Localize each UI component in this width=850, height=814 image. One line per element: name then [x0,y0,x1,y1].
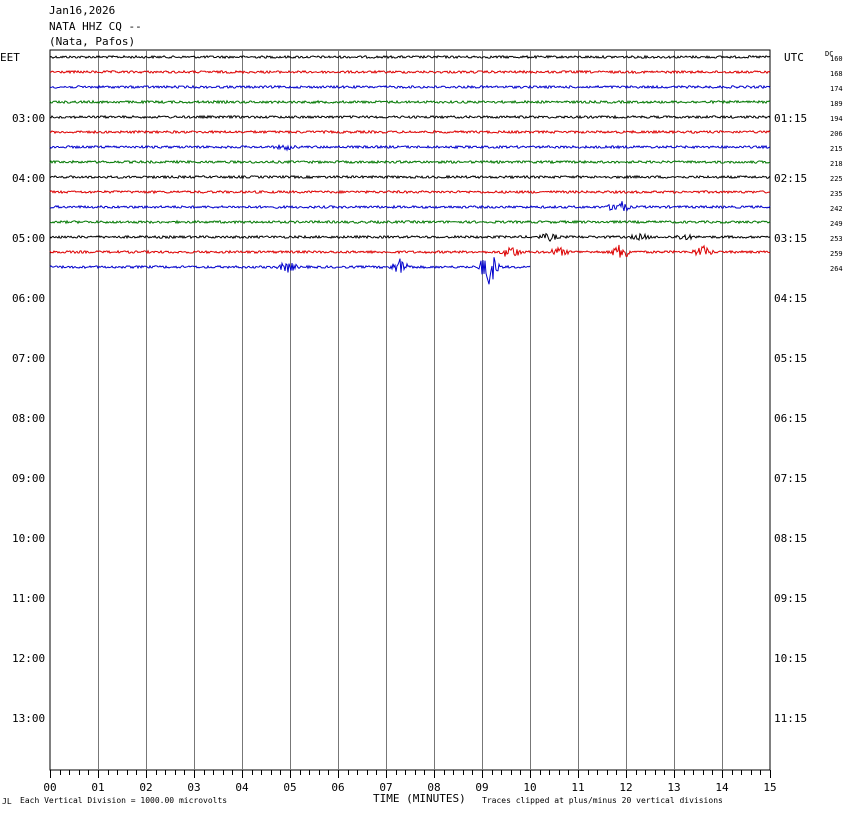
seismic-trace [49,244,771,258]
seismic-trace [49,219,771,225]
dc-value: 225 [830,175,843,183]
hour-label-left: 13:00 [12,712,45,725]
hour-label-left: 09:00 [12,472,45,485]
hour-label-left: 06:00 [12,292,45,305]
hour-label-right: 05:15 [774,352,807,365]
hour-label-right: 02:15 [774,172,807,185]
hour-label-right: 03:15 [774,232,807,245]
seismic-trace [50,84,771,90]
dc-value: 259 [830,250,843,258]
dc-value: 174 [830,85,843,93]
x-tick-label: 12 [619,781,632,794]
dc-value: 215 [830,145,843,153]
seismic-trace [49,99,771,105]
clip-note: Traces clipped at plus/minus 20 vertical… [482,796,723,805]
x-tick-label: 09 [475,781,488,794]
hour-label-right: 10:15 [774,652,807,665]
seismic-trace [49,159,771,165]
seismic-trace [49,54,771,60]
hour-label-left: 04:00 [12,172,45,185]
dc-value: 264 [830,265,843,273]
seismic-trace [49,69,771,75]
seismic-trace [49,114,771,120]
dc-value: 235 [830,190,843,198]
hour-label-right: 09:15 [774,592,807,605]
dc-label: DC [825,50,833,58]
hour-label-right: 04:15 [774,292,807,305]
x-tick-label: 04 [235,781,249,794]
hour-label-left: 03:00 [12,112,45,125]
hour-label-right: 08:15 [774,532,807,545]
x-tick-label: 08 [427,781,440,794]
plot-frame [49,49,771,771]
hour-label-left: 05:00 [12,232,45,245]
x-tick-label: 10 [523,781,536,794]
hour-label-right: 11:15 [774,712,807,725]
dc-value: 206 [830,130,843,138]
hour-label-right: 01:15 [774,112,807,125]
x-tick-label: 15 [763,781,776,794]
dc-value: 168 [830,70,843,78]
seismic-trace [49,257,531,285]
scale-note: Each Vertical Division = 1000.00 microvo… [20,796,228,805]
x-tick-label: 05 [283,781,296,794]
x-tick-label: 00 [43,781,56,794]
left-axis-label: EET [0,51,20,64]
right-axis-label: UTC [784,51,804,64]
plot-date: Jan16,2026 [49,4,116,17]
x-tick-label: 13 [667,781,680,794]
x-tick-label: 03 [187,781,200,794]
x-tick-label: 07 [379,781,392,794]
hour-label-right: 06:15 [774,412,807,425]
x-tick-label: 11 [571,781,584,794]
hour-label-left: 11:00 [12,592,45,605]
hour-label-right: 07:15 [774,472,807,485]
dc-value: 249 [830,220,843,228]
dc-value: 194 [830,115,843,123]
dc-value: 242 [830,205,843,213]
seismic-trace [49,144,771,152]
hour-label-left: 08:00 [12,412,45,425]
dc-value: 253 [830,235,843,243]
x-tick-label: 06 [331,781,344,794]
hour-label-left: 10:00 [12,532,45,545]
station-name: NATA HHZ CQ -- [49,20,142,33]
hour-label-left: 07:00 [12,352,45,365]
x-tick-label: 02 [139,781,152,794]
seismic-trace [49,201,771,212]
seismic-trace [49,174,771,180]
dc-value: 218 [830,160,843,168]
hour-label-left: 12:00 [12,652,45,665]
x-axis-title: TIME (MINUTES) [373,792,466,805]
seismic-trace [49,232,771,242]
x-tick-label: 14 [715,781,729,794]
station-location: (Nata, Pafos) [49,35,136,48]
dc-value: 189 [830,100,843,108]
seismic-trace [49,189,771,195]
seismic-trace [49,129,771,135]
corner-mark: JL [2,797,12,806]
dc-value: 160 [830,55,843,63]
x-tick-label: 01 [91,781,104,794]
